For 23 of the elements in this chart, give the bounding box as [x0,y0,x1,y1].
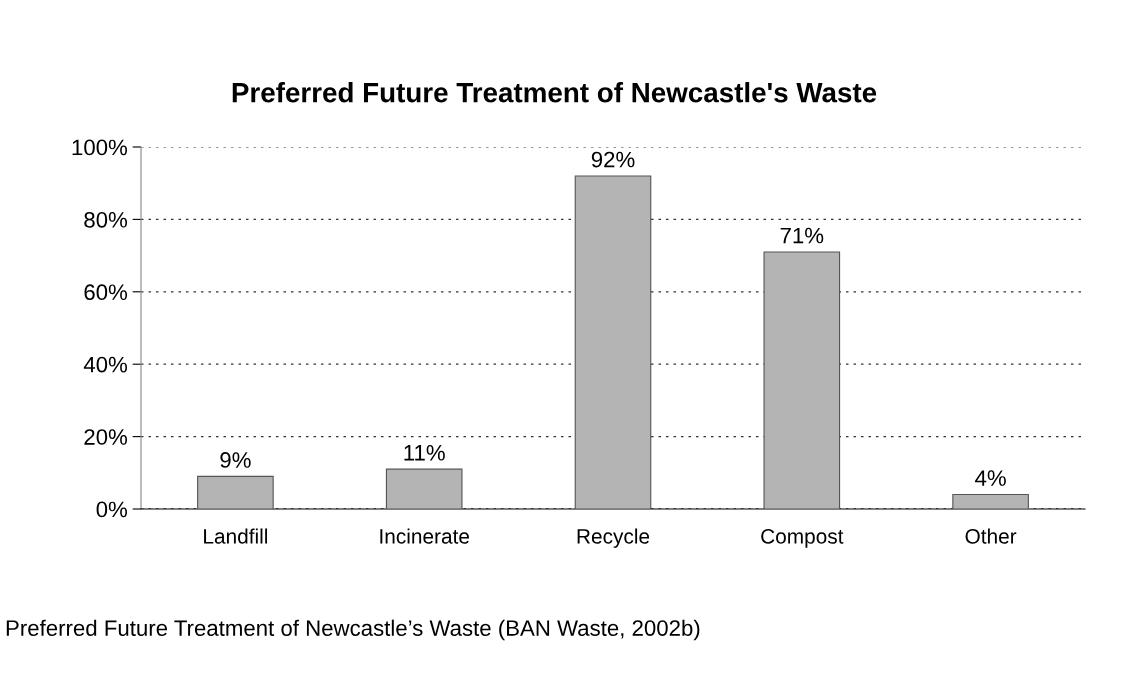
bar [952,493,1029,509]
data-label: 71% [780,227,824,244]
x-tick-label: Other [965,528,1017,544]
y-tick-label: 20% [84,429,128,445]
y-tick-label: 80% [84,211,128,228]
bar [197,475,274,509]
bar [574,175,652,509]
x-tick-label: Recycle [577,528,650,548]
data-label: 9% [220,452,251,468]
x-tick-label: Landfill [204,528,268,544]
y-tick-label: 100% [72,139,128,156]
y-tick-label: 40% [83,356,128,373]
bar [385,468,463,509]
x-tick-label: Compost [761,528,844,548]
data-label: 11% [404,444,445,461]
y-tick-label: 60% [84,284,128,301]
text: Preferred Future Treatment of Newcastle’s Waste (BAN Waste, 2002b) [6,619,700,641]
y-tick-label: 0% [96,501,128,518]
data-label: 4% [975,470,1006,486]
bar [763,251,841,509]
chart-title: Preferred Future Treatment of Newcastle's Waste [232,82,877,103]
data-label: 92% [591,151,635,168]
x-tick-label: Incinerate [380,528,470,544]
